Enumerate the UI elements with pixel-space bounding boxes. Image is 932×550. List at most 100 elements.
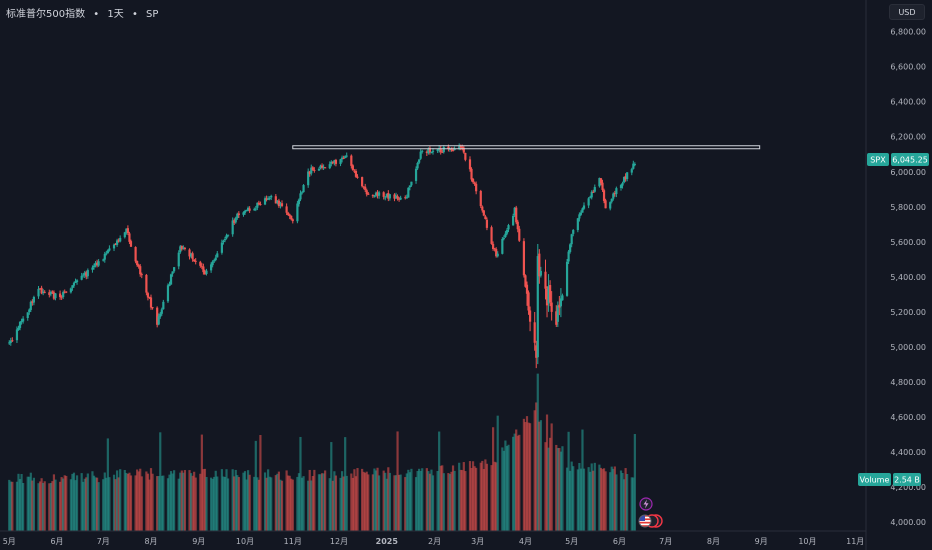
volume-bar bbox=[180, 470, 183, 531]
volume-bar bbox=[493, 461, 496, 531]
volume-bar bbox=[226, 478, 230, 531]
candle-body bbox=[199, 261, 202, 266]
volume-bar bbox=[322, 473, 325, 531]
candle-body bbox=[74, 281, 77, 283]
volume-bar bbox=[86, 473, 89, 531]
candle-body bbox=[103, 253, 106, 260]
resistance-line[interactable] bbox=[292, 145, 761, 150]
candle-body bbox=[393, 194, 396, 199]
volume-bar bbox=[216, 476, 219, 531]
volume-bar bbox=[22, 482, 25, 531]
volume-bar bbox=[418, 468, 421, 531]
volume-bar bbox=[319, 474, 322, 531]
candle-body bbox=[254, 208, 257, 210]
volume-bar bbox=[555, 444, 558, 531]
candle-body bbox=[502, 237, 505, 239]
candle-body bbox=[399, 197, 402, 200]
volume-bar bbox=[351, 477, 354, 531]
candle-body bbox=[430, 152, 433, 154]
candle-body bbox=[71, 285, 74, 288]
volume-bar bbox=[145, 471, 148, 531]
candle-body bbox=[613, 193, 616, 195]
candle-body bbox=[80, 275, 83, 280]
volume-bar bbox=[598, 464, 601, 531]
candle-body bbox=[601, 182, 604, 190]
candle-body bbox=[123, 232, 126, 238]
volume-bar bbox=[538, 421, 541, 531]
volume-bar bbox=[311, 475, 314, 531]
candle-body bbox=[140, 274, 143, 276]
volume-bar bbox=[166, 478, 170, 531]
volume-bar bbox=[307, 480, 310, 531]
volume-bar bbox=[253, 476, 256, 531]
candle-body bbox=[396, 196, 399, 199]
time-tick-label: 10月 bbox=[236, 537, 254, 546]
volume-bars bbox=[8, 373, 636, 531]
volume-bar bbox=[414, 477, 418, 531]
volume-bar bbox=[442, 473, 445, 531]
volume-bar bbox=[137, 471, 140, 531]
volume-bar bbox=[430, 469, 433, 531]
volume-bar bbox=[256, 477, 259, 531]
volume-bar bbox=[245, 479, 248, 531]
volume-bar bbox=[134, 475, 137, 531]
volume-bar bbox=[512, 436, 515, 531]
candle-body bbox=[193, 259, 196, 262]
candle-body bbox=[54, 293, 57, 299]
volume-bar bbox=[177, 478, 180, 531]
lightning-icon[interactable] bbox=[639, 497, 653, 511]
volume-value: 2.54 B bbox=[894, 476, 920, 485]
volume-bar bbox=[234, 469, 237, 531]
candle-body bbox=[287, 212, 290, 215]
currency-button[interactable]: USD bbox=[889, 4, 925, 20]
candle-body bbox=[322, 166, 325, 168]
candle-body bbox=[256, 202, 259, 208]
volume-bar bbox=[592, 470, 595, 531]
candle-body bbox=[105, 253, 108, 255]
candle-body bbox=[333, 160, 336, 163]
volume-bar bbox=[320, 473, 324, 531]
last-price-tag: SPX 6,045.25 bbox=[867, 153, 929, 166]
volume-bar bbox=[276, 473, 279, 531]
candle-body bbox=[578, 214, 581, 219]
volume-bar bbox=[385, 478, 388, 531]
volume-bar bbox=[211, 478, 214, 531]
us-flag-icon[interactable] bbox=[638, 514, 652, 528]
candle-body bbox=[58, 293, 62, 297]
candle-body bbox=[17, 327, 20, 330]
candle-body bbox=[481, 206, 484, 211]
volume-bar bbox=[9, 481, 12, 531]
candle-body bbox=[52, 292, 56, 299]
candle-body bbox=[37, 288, 40, 297]
time-axis[interactable]: 5月 6月 7月 8月 9月 10月 11月 12月 2025 2月 3月 4月 5月 6月 7月 8月 9月 1… bbox=[3, 537, 865, 546]
volume-bar bbox=[331, 480, 334, 531]
candle-body bbox=[220, 242, 223, 253]
volume-bar bbox=[582, 468, 586, 531]
candle-body bbox=[397, 198, 401, 200]
candle-body bbox=[18, 321, 22, 328]
candle-body bbox=[211, 261, 214, 266]
candle-body bbox=[351, 165, 354, 171]
volume-bar bbox=[287, 475, 290, 531]
candle-body bbox=[473, 182, 476, 185]
candle-body bbox=[297, 199, 301, 205]
volume-bar bbox=[502, 450, 505, 531]
candle-body bbox=[94, 262, 97, 266]
candle-body bbox=[404, 197, 407, 199]
candle-body bbox=[367, 193, 370, 195]
volume-bar bbox=[189, 473, 193, 531]
candle-body bbox=[145, 274, 148, 293]
volume-bar bbox=[156, 476, 159, 531]
volume-bar bbox=[609, 472, 612, 531]
volume-bar bbox=[522, 418, 526, 531]
volume-bar bbox=[75, 475, 79, 531]
symbol-title[interactable]: 标准普尔500指数 • 1天 • SP bbox=[6, 5, 158, 20]
candle-body bbox=[535, 345, 538, 358]
candle-body bbox=[593, 187, 596, 192]
price-axis[interactable]: 6,800.00 6,600.00 6,400.00 6,200.00 6,000.00… bbox=[890, 28, 926, 527]
time-tick-label: 4月 bbox=[519, 537, 532, 546]
candle-body bbox=[182, 247, 185, 249]
candle-body bbox=[226, 234, 230, 236]
candle-body bbox=[516, 221, 519, 230]
